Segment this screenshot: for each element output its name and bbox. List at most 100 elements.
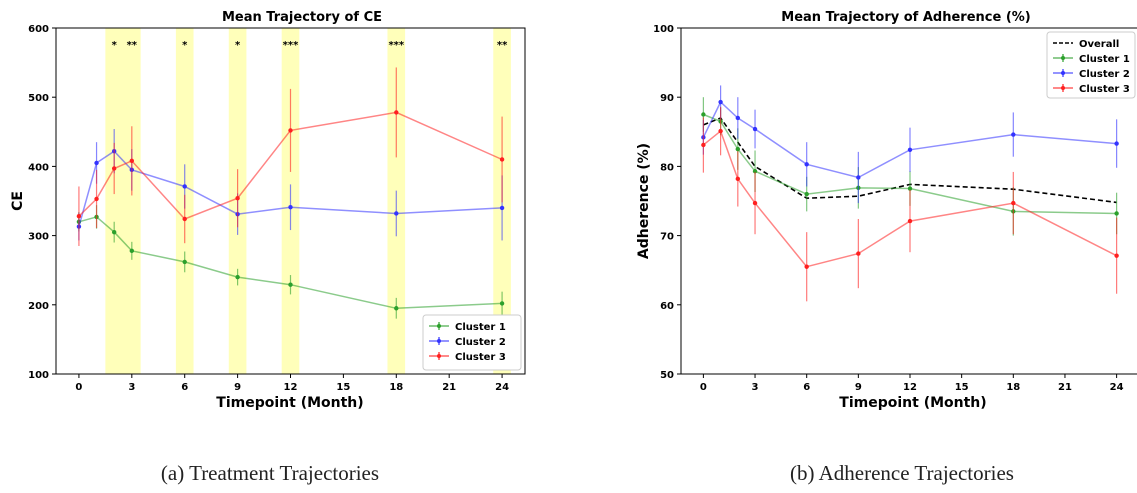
ce-x-tick-label: 6 [181,382,188,393]
ce-series-cluster-1-point [394,306,399,311]
ce-x-tick-label: 9 [234,382,241,393]
adherence-y-axis-label: Adherence (%) [636,143,652,259]
adherence-y-tick-label: 80 [660,162,674,173]
ce-x-tick-label: 3 [128,382,135,393]
ce-x-axis-label: Timepoint (Month) [216,395,363,411]
ce-y-tick-label: 200 [28,301,49,312]
adherence-chart-title: Mean Trajectory of Adherence (%) [781,10,1030,25]
adherence-series-cluster-1-point [804,191,809,197]
adherence-series-cluster-3-point [856,251,861,256]
adherence-series-cluster-2-point [907,147,913,152]
legend-marker [1061,86,1065,90]
legend-label: Cluster 3 [1079,84,1130,95]
adherence-series-cluster-2-point [1011,132,1016,137]
ce-x-tick-label: 24 [495,382,509,393]
adherence-series-cluster-2-point [735,115,741,121]
adherence-series-cluster-2-point [1114,141,1119,146]
adherence-legend: Overall Cluster 1 Cluster 2 Cluster 3 [1046,31,1136,99]
legend-marker [437,324,441,328]
adherence-x-tick-label: 15 [955,382,969,393]
adherence-x-tick-label: 6 [803,382,810,393]
ce-series-cluster-1-point [129,248,135,254]
adherence-plot-frame [680,27,1137,375]
ce-y-tick-label: 400 [28,162,49,173]
ce-significance-label: ** [127,40,138,51]
ce-series-cluster-3-point [182,216,187,222]
adherence-y-tick-label: 70 [660,232,674,243]
caption-left: (a) Treatment Trajectories [161,461,379,485]
ce-significance-label: * [182,40,188,51]
adherence-series-cluster-3-point [701,142,706,148]
adherence-series-cluster-3-point [1114,253,1119,258]
ce-series-cluster-1-point [182,259,187,265]
ce-x-tick-label: 0 [75,382,82,393]
adherence-x-axis-label: Timepoint (Month) [839,395,986,411]
ce-series-cluster-1-point [111,229,117,235]
ce-series-cluster-2-point [94,160,99,166]
adherence-x-tick-label: 24 [1110,382,1124,393]
adherence-series-cluster-1-point [701,112,706,117]
legend-label: Cluster 3 [455,352,506,363]
ce-series-cluster-3-point [288,128,293,133]
adherence-series-cluster-1-point [1114,211,1119,216]
adherence-chart: Mean Trajectory of Adherence (%) 0 3 6 9 12 1… [636,10,1137,411]
adherence-series-cluster-3-point [718,128,723,134]
adherence-y-tick-label: 90 [660,93,674,104]
ce-y-tick-label: 500 [28,93,49,104]
adherence-x-tick-label: 21 [1058,382,1072,393]
adherence-series-cluster-3-point [752,200,758,206]
ce-x-tick-label: 21 [442,382,456,393]
adherence-y-tick-label: 50 [660,370,674,381]
ce-x-tick-label: 18 [389,382,403,393]
adherence-series-cluster-3-point [804,264,809,269]
legend-label: Cluster 1 [455,322,506,333]
ce-series-cluster-1-point [235,274,240,280]
ce-series-cluster-1-point [288,282,293,287]
adherence-series-cluster-2-point [752,126,758,132]
adherence-y-tick-label: 100 [653,24,674,35]
adherence-series-cluster-3-point [907,218,913,224]
ce-significance-label: *** [388,40,404,51]
ce-series-cluster-3-point [94,196,99,202]
ce-series-cluster-2-point [394,211,399,216]
ce-significance-label: * [112,40,118,51]
ce-x-tick-label: 15 [336,382,350,393]
ce-series-cluster-2-point [182,184,187,189]
legend-marker [1061,56,1065,60]
legend-label: Cluster 2 [455,337,506,348]
ce-significance-label: * [235,40,241,51]
ce-series-cluster-3-point [76,214,82,219]
adherence-x-tick-label: 9 [855,382,862,393]
adherence-x-tick-label: 3 [752,382,759,393]
ce-y-tick-label: 100 [28,370,49,381]
ce-series-cluster-3-point [499,157,505,162]
ce-series-cluster-2-point [288,205,293,210]
adherence-series-cluster-1-point [735,146,741,152]
ce-legend: Cluster 1 Cluster 2 Cluster 3 [422,314,522,371]
ce-y-tick-label: 600 [28,24,49,35]
ce-significance-label: *** [283,40,299,51]
legend-label: Overall [1079,39,1119,50]
ce-series-cluster-1-point [499,301,505,306]
legend-marker [1061,71,1065,75]
adherence-series-cluster-2-point [718,99,723,105]
adherence-series-cluster-1-point [752,169,758,174]
ce-series-cluster-3-point [235,196,240,201]
adherence-series-cluster-1-point [907,186,913,191]
legend-marker [437,339,441,343]
legend-marker [437,354,441,358]
legend-label: Cluster 2 [1079,69,1130,80]
adherence-x-tick-label: 0 [700,382,707,393]
adherence-series-cluster-2-point [804,162,809,167]
adherence-y-tick-label: 60 [660,301,674,312]
ce-y-tick-label: 300 [28,232,49,243]
caption-right: (b) Adherence Trajectories [790,461,1014,485]
adherence-series-cluster-3-point [735,176,741,182]
ce-series-cluster-3-point [394,110,399,115]
ce-significance-band [105,28,141,374]
adherence-series-cluster-2-point [856,175,861,180]
ce-chart-title: Mean Trajectory of CE [222,10,382,25]
ce-significance-label: ** [497,40,508,51]
